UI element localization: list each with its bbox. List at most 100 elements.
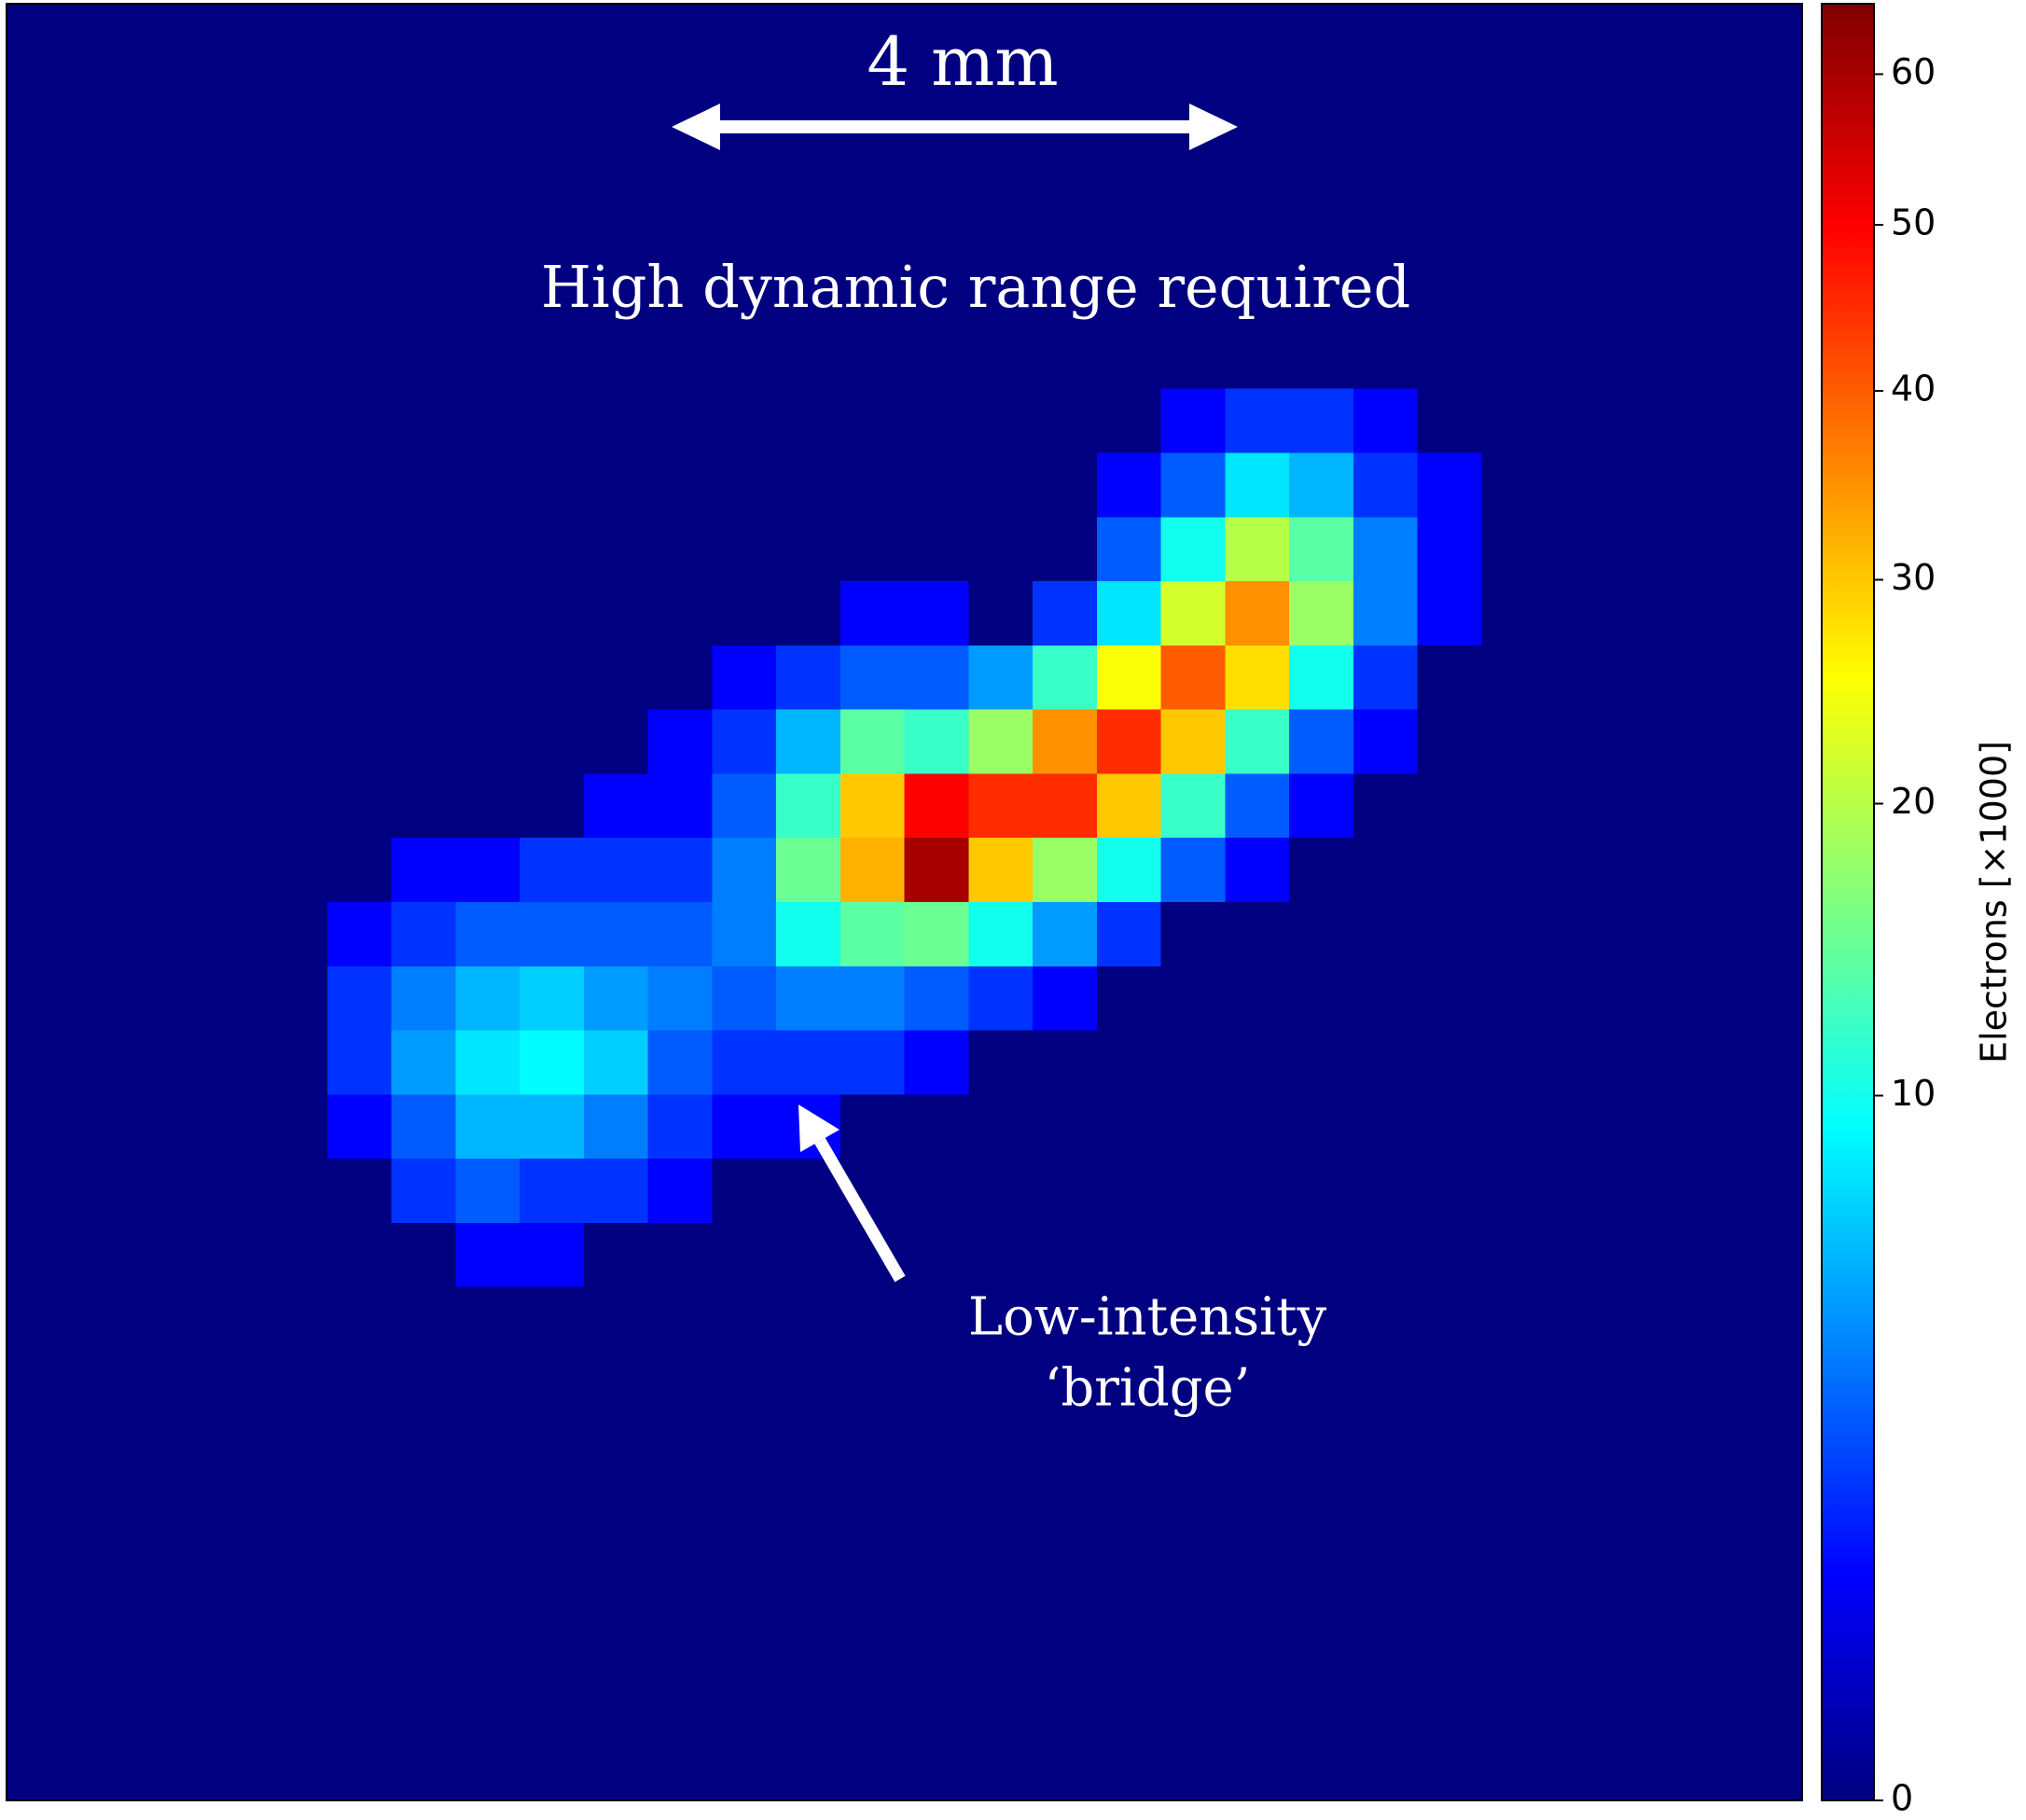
heatmap-cell xyxy=(135,453,200,518)
heatmap-cell xyxy=(520,1223,584,1287)
heatmap-cell xyxy=(455,1159,520,1223)
heatmap-cell xyxy=(1225,646,1289,710)
heatmap-cell xyxy=(905,581,969,646)
heatmap-cell xyxy=(840,838,905,902)
heatmap-cell xyxy=(71,389,135,453)
heatmap-cell xyxy=(1033,1736,1097,1800)
heatmap-cell xyxy=(520,1352,584,1416)
heatmap-cell xyxy=(1097,4,1161,68)
heatmap-cell xyxy=(1289,773,1353,838)
heatmap-cell xyxy=(392,517,456,581)
heatmap-cell xyxy=(1033,1544,1097,1608)
heatmap-cell xyxy=(1353,132,1418,197)
heatmap-cell xyxy=(7,710,71,774)
heatmap-cell xyxy=(1161,1415,1226,1480)
heatmap-cell xyxy=(392,68,456,132)
heatmap-cell xyxy=(584,1031,648,1095)
heatmap-cell xyxy=(71,1608,135,1673)
heatmap-cell xyxy=(1481,1094,1546,1159)
heatmap-cell xyxy=(776,1287,840,1352)
heatmap-cell xyxy=(1610,646,1674,710)
heatmap-cell xyxy=(1353,1608,1418,1673)
heatmap-cell xyxy=(1289,1544,1353,1608)
heatmap-cell xyxy=(1610,1287,1674,1352)
heatmap-cell xyxy=(776,325,840,389)
heatmap-cell xyxy=(520,1736,584,1800)
heatmap-cell xyxy=(1353,966,1418,1031)
heatmap-cell xyxy=(1738,325,1802,389)
heatmap-cell xyxy=(1481,389,1546,453)
heatmap-cell xyxy=(327,773,392,838)
heatmap-cell xyxy=(327,1672,392,1736)
heatmap-cell xyxy=(71,1287,135,1352)
heatmap-cell xyxy=(455,646,520,710)
heatmap-cell xyxy=(7,1736,71,1800)
heatmap-cell xyxy=(1674,902,1739,966)
heatmap-cell xyxy=(1097,773,1161,838)
colorbar-tick-label: 0 xyxy=(1891,1778,1913,1819)
heatmap-cell xyxy=(1738,132,1802,197)
heatmap-cell xyxy=(1738,1672,1802,1736)
heatmap-cell xyxy=(584,325,648,389)
heatmap-cell xyxy=(1097,325,1161,389)
heatmap-cell xyxy=(135,68,200,132)
heatmap-cell xyxy=(71,196,135,260)
heatmap-cell xyxy=(905,389,969,453)
heatmap-cell xyxy=(1225,1544,1289,1608)
heatmap-cell xyxy=(840,453,905,518)
heatmap-cell xyxy=(455,1480,520,1544)
heatmap-cell xyxy=(1161,1480,1226,1544)
heatmap-cell xyxy=(455,196,520,260)
heatmap-cell xyxy=(1225,1031,1289,1095)
heatmap-cell xyxy=(327,132,392,197)
heatmap-cell xyxy=(1097,1544,1161,1608)
heatmap-cell xyxy=(776,646,840,710)
heatmap-cell xyxy=(1225,710,1289,774)
heatmap-cell xyxy=(1418,453,1482,518)
heatmap-cell xyxy=(135,1415,200,1480)
heatmap-cell xyxy=(648,838,713,902)
heatmap-cell xyxy=(1481,773,1546,838)
heatmap-cell xyxy=(968,1480,1033,1544)
heatmap-cell xyxy=(1289,710,1353,774)
colorbar-tick-label: 60 xyxy=(1891,51,1936,92)
heatmap-cell xyxy=(968,646,1033,710)
heatmap-cell xyxy=(520,517,584,581)
heatmap-cell xyxy=(520,838,584,902)
heatmap-cell xyxy=(648,4,713,68)
heatmap-cell xyxy=(1353,1415,1418,1480)
heatmap-cell xyxy=(840,773,905,838)
heatmap-cell xyxy=(905,1544,969,1608)
heatmap-cell xyxy=(968,325,1033,389)
heatmap-cell xyxy=(584,1544,648,1608)
heatmap-cell xyxy=(199,517,263,581)
heatmap-cell xyxy=(1418,1159,1482,1223)
heatmap-cell xyxy=(7,966,71,1031)
heatmap-cell xyxy=(1674,1031,1739,1095)
heatmap-cell xyxy=(71,581,135,646)
heatmap-cell xyxy=(1353,453,1418,518)
heatmap-cell xyxy=(776,196,840,260)
heatmap-cell xyxy=(1418,773,1482,838)
heatmap-cell xyxy=(1481,838,1546,902)
heatmap-cell xyxy=(1546,710,1610,774)
heatmap-cell xyxy=(135,1094,200,1159)
heatmap-cell xyxy=(1353,581,1418,646)
heatmap-cell xyxy=(327,1159,392,1223)
heatmap-cell xyxy=(840,1736,905,1800)
heatmap-cell xyxy=(263,773,327,838)
heatmap-cell xyxy=(1674,4,1739,68)
heatmap-cell xyxy=(135,389,200,453)
heatmap-cell xyxy=(1546,453,1610,518)
heatmap-cell xyxy=(71,517,135,581)
heatmap-cell xyxy=(1418,4,1482,68)
heatmap-cell xyxy=(1481,966,1546,1031)
heatmap-cell xyxy=(648,453,713,518)
heatmap-cell xyxy=(135,902,200,966)
heatmap-cell xyxy=(1033,581,1097,646)
heatmap-cell xyxy=(712,1352,776,1416)
heatmap-cell xyxy=(1674,966,1739,1031)
heatmap-cell xyxy=(455,260,520,325)
heatmap-cell xyxy=(1546,838,1610,902)
heatmap-cell xyxy=(648,902,713,966)
